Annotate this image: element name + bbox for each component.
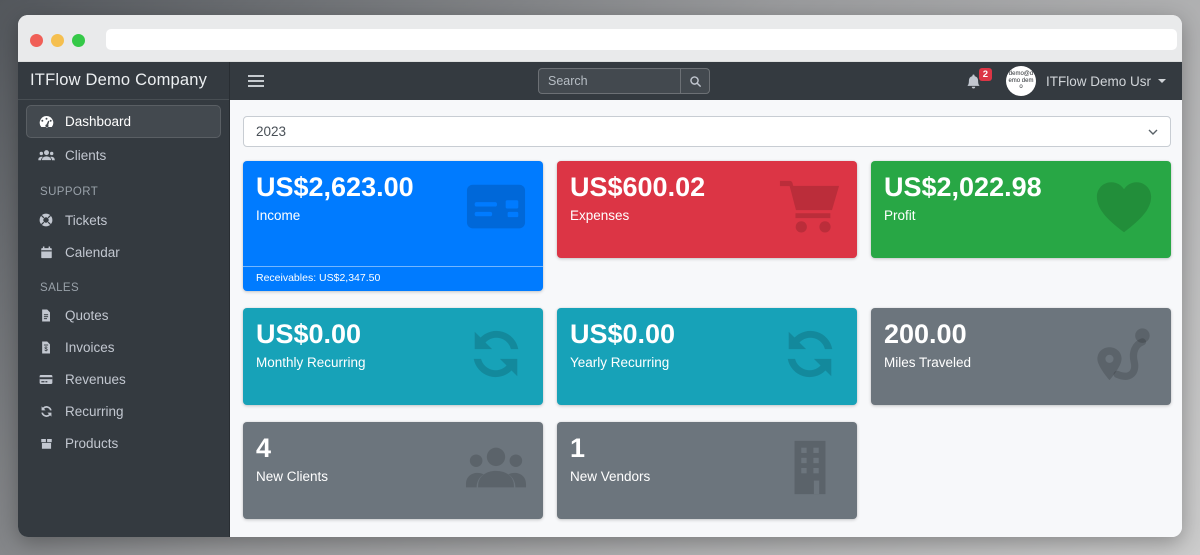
card-value: 200.00 xyxy=(884,319,967,349)
card-profit[interactable]: US$2,022.98 Profit xyxy=(871,161,1171,258)
card-label: Profit xyxy=(884,208,916,224)
card-new-vendors[interactable]: 1 New Vendors xyxy=(557,422,857,519)
sidebar-item-revenues[interactable]: Revenues xyxy=(26,364,221,395)
shopping-cart-icon xyxy=(777,176,843,238)
life-ring-icon xyxy=(36,212,56,228)
card-label: Income xyxy=(256,208,301,224)
brand-title[interactable]: ITFlow Demo Company xyxy=(18,62,229,100)
search-form xyxy=(538,68,710,94)
card-value: US$2,623.00 xyxy=(256,172,414,202)
sidebar-nav: Dashboard Clients SUPPORT Tickets Calendar SA… xyxy=(18,100,229,465)
traffic-lights xyxy=(30,34,85,47)
hamburger-menu-icon[interactable] xyxy=(248,74,264,88)
main-content: 2023 US$2,623.00 Income Receivables: US$2,… xyxy=(230,100,1182,537)
cards-grid: US$2,623.00 Income Receivables: US$2,347.5… xyxy=(243,161,1171,519)
sidebar-item-label: Quotes xyxy=(65,308,109,323)
sidebar-item-label: Invoices xyxy=(65,340,115,355)
year-select[interactable]: 2023 xyxy=(243,116,1171,147)
heart-icon xyxy=(1091,176,1157,238)
card-value: US$600.02 xyxy=(570,172,706,202)
card-new-clients[interactable]: 4 New Clients xyxy=(243,422,543,519)
avatar[interactable]: demo@demo demo xyxy=(1005,66,1036,96)
search-icon xyxy=(689,75,702,88)
sidebar-item-tickets[interactable]: Tickets xyxy=(26,204,221,236)
notification-badge: 2 xyxy=(978,67,992,81)
sidebar-section-header: SUPPORT xyxy=(40,186,99,198)
chevron-down-icon xyxy=(1148,129,1158,135)
card-expenses[interactable]: US$600.02 Expenses xyxy=(557,161,857,258)
card-monthly-recurring[interactable]: US$0.00 Monthly Recurring xyxy=(243,308,543,405)
building-icon xyxy=(777,437,843,499)
sidebar-item-label: Dashboard xyxy=(65,114,132,129)
sidebar-section-header: SALES xyxy=(40,282,80,294)
credit-card-icon xyxy=(36,372,56,387)
card-value: US$0.00 xyxy=(256,319,362,349)
sidebar-item-quotes[interactable]: Quotes xyxy=(26,300,221,331)
calendar-icon xyxy=(36,245,56,260)
sidebar-item-label: Revenues xyxy=(65,372,126,387)
sidebar-item-label: Recurring xyxy=(65,404,124,419)
year-select-value: 2023 xyxy=(256,124,287,139)
top-navbar: 2 demo@demo demo ITFlow Demo Usr xyxy=(230,62,1182,100)
browser-chrome xyxy=(18,15,1182,62)
card-label: New Vendors xyxy=(570,469,651,485)
card-label: Monthly Recurring xyxy=(256,355,366,371)
credit-card-icon xyxy=(463,176,529,238)
bell-icon xyxy=(965,73,982,90)
users-icon xyxy=(36,147,56,164)
sidebar-item-label: Products xyxy=(65,436,119,451)
box-icon xyxy=(36,436,56,451)
card-value: 4 xyxy=(256,433,272,463)
card-miles-traveled[interactable]: 200.00 Miles Traveled xyxy=(871,308,1171,405)
card-value: US$0.00 xyxy=(570,319,676,349)
card-value: 1 xyxy=(570,433,586,463)
sync-icon xyxy=(777,323,843,385)
sidebar-item-recurring[interactable]: Recurring xyxy=(26,396,221,427)
route-icon xyxy=(1091,323,1157,385)
notifications-button[interactable]: 2 xyxy=(965,67,992,90)
sidebar-item-label: Calendar xyxy=(65,245,120,260)
sidebar-item-clients[interactable]: Clients xyxy=(26,139,221,172)
sidebar-item-dashboard[interactable]: Dashboard xyxy=(26,105,221,138)
url-bar[interactable] xyxy=(106,29,1177,50)
maximize-window-button[interactable] xyxy=(72,34,85,47)
card-label: Yearly Recurring xyxy=(570,355,670,371)
search-button[interactable] xyxy=(680,68,710,94)
tachometer-icon xyxy=(36,113,56,130)
sidebar: ITFlow Demo Company Dashboard Clients SUPP… xyxy=(18,62,230,537)
browser-window: ITFlow Demo Company Dashboard Clients SUPP… xyxy=(18,15,1182,537)
close-window-button[interactable] xyxy=(30,34,43,47)
card-label: Miles Traveled xyxy=(884,355,972,371)
svg-text:$: $ xyxy=(44,347,48,353)
card-footer: Receivables: US$2,347.50 xyxy=(243,266,543,291)
minimize-window-button[interactable] xyxy=(51,34,64,47)
card-yearly-recurring[interactable]: US$0.00 Yearly Recurring xyxy=(557,308,857,405)
sync-icon xyxy=(36,404,56,419)
file-lines-icon xyxy=(36,308,56,323)
card-label: New Clients xyxy=(256,469,329,485)
card-label: Expenses xyxy=(570,208,630,224)
caret-down-icon xyxy=(1158,79,1166,83)
sync-icon xyxy=(463,323,529,385)
sidebar-item-products[interactable]: Products xyxy=(26,428,221,459)
card-value: US$2,022.98 xyxy=(884,172,1042,202)
sidebar-item-label: Tickets xyxy=(65,212,108,228)
sidebar-item-invoices[interactable]: $ Invoices xyxy=(26,332,221,363)
sidebar-item-label: Clients xyxy=(65,148,107,163)
sidebar-item-calendar[interactable]: Calendar xyxy=(26,237,221,268)
search-input[interactable] xyxy=(538,68,680,94)
users-icon xyxy=(463,437,529,499)
card-income[interactable]: US$2,623.00 Income Receivables: US$2,347.5… xyxy=(243,161,543,291)
user-menu[interactable]: ITFlow Demo Usr xyxy=(1045,73,1151,89)
file-invoice-dollar-icon: $ xyxy=(36,340,56,355)
